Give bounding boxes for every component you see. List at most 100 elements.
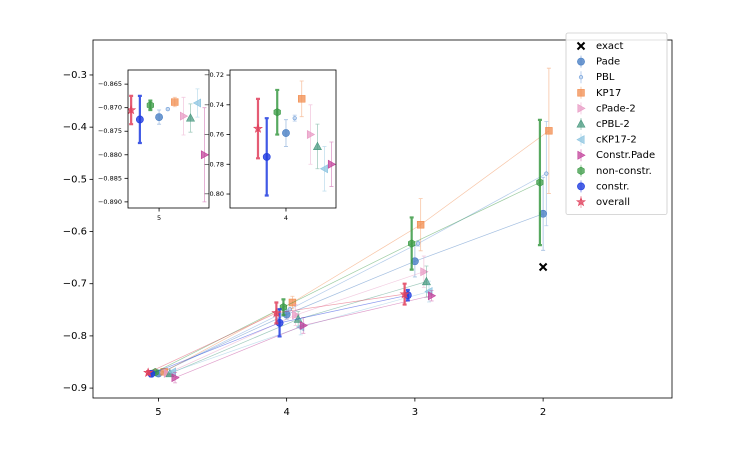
axes-frame xyxy=(127,69,210,209)
marker xyxy=(420,267,429,277)
marker xyxy=(146,101,154,110)
y-tick-label: −0.3 xyxy=(63,70,87,81)
y-tick-label: −0.72 xyxy=(204,71,224,79)
marker xyxy=(544,171,549,176)
y-tick-label: −0.5 xyxy=(63,174,87,185)
marker xyxy=(155,113,163,121)
x-tick-label: 4 xyxy=(284,214,288,222)
plot-area xyxy=(230,70,336,208)
y-tick-label: −0.8 xyxy=(63,331,87,342)
marker xyxy=(262,152,271,161)
legend-marker xyxy=(577,57,585,66)
y-tick-label: −0.890 xyxy=(98,198,122,206)
legend-item: KP17 xyxy=(577,86,621,99)
x-tick-label: 3 xyxy=(412,407,418,418)
legend-item: Constr.Pade xyxy=(577,149,655,162)
marker xyxy=(408,239,416,248)
y-tick-label: −0.7 xyxy=(63,279,87,290)
y-tick-label: −0.875 xyxy=(98,127,122,135)
marker xyxy=(538,262,548,272)
marker xyxy=(298,95,306,103)
legend-marker xyxy=(578,75,584,80)
plot-content xyxy=(128,88,209,203)
marker xyxy=(536,178,544,187)
error-bar xyxy=(679,65,683,95)
marker xyxy=(299,320,308,330)
marker xyxy=(416,221,425,229)
marker xyxy=(428,291,437,301)
y-tick-label: −0.6 xyxy=(63,227,87,238)
marker xyxy=(192,98,201,108)
legend-marker xyxy=(577,182,585,191)
legend-label: Constr.Pade xyxy=(596,150,655,161)
y-tick-label: −0.76 xyxy=(204,131,224,139)
legend-marker xyxy=(577,150,586,160)
series-line xyxy=(164,130,550,373)
legend-label: cKP17-2 xyxy=(596,135,637,146)
legend-item: cPade-2 xyxy=(577,102,636,115)
y-tick-label: −0.865 xyxy=(98,80,122,88)
error-bar xyxy=(672,38,676,97)
marker xyxy=(545,127,553,135)
marker xyxy=(312,141,322,150)
marker xyxy=(171,373,180,383)
plot-content xyxy=(143,67,553,384)
legend-label: non-constr. xyxy=(596,166,652,177)
marker xyxy=(135,115,144,124)
error-bar xyxy=(625,0,629,5)
marker xyxy=(200,150,209,160)
marker xyxy=(282,129,290,137)
y-tick-label: −0.80 xyxy=(204,190,224,198)
marker xyxy=(306,130,316,140)
legend-item: cKP17-2 xyxy=(576,133,637,146)
plot-content xyxy=(252,0,685,197)
legend-label: Pade xyxy=(596,57,620,68)
legend-marker xyxy=(576,41,586,51)
axes-frame xyxy=(92,39,673,399)
legend-item: Pade xyxy=(577,55,620,68)
x-tick-label: 5 xyxy=(155,407,161,418)
legend-label: cPade-2 xyxy=(596,103,636,114)
marker xyxy=(252,123,264,133)
marker xyxy=(319,164,328,174)
legend-label: exact xyxy=(596,41,624,52)
legend-label: cPBL-2 xyxy=(596,119,630,130)
error-bar xyxy=(634,0,638,26)
marker xyxy=(180,111,189,121)
x-tick-label: 4 xyxy=(283,407,289,418)
x-tick-label: 5 xyxy=(157,214,161,222)
legend-box xyxy=(565,32,668,216)
marker xyxy=(171,98,179,106)
marker xyxy=(292,310,301,320)
marker xyxy=(292,116,297,121)
legend-marker xyxy=(575,196,587,207)
axes-frame xyxy=(229,69,337,209)
y-tick-label: −0.4 xyxy=(63,122,87,133)
marker xyxy=(678,76,685,84)
y-tick-label: −0.885 xyxy=(98,174,122,182)
marker xyxy=(165,106,170,112)
legend-item: constr. xyxy=(577,180,629,193)
legend-marker xyxy=(576,119,586,128)
legend-label: KP17 xyxy=(596,88,621,99)
y-tick-label: −0.870 xyxy=(98,104,122,112)
marker xyxy=(279,303,288,312)
legend-marker xyxy=(577,166,585,175)
marker xyxy=(128,104,137,115)
y-tick-label: −0.880 xyxy=(98,151,122,159)
marker xyxy=(399,288,410,299)
marker xyxy=(327,159,336,169)
legend-marker xyxy=(577,103,586,113)
y-tick-label: −0.78 xyxy=(204,160,224,168)
legend-item: cPBL-2 xyxy=(576,118,630,130)
marker xyxy=(185,113,196,122)
marker xyxy=(273,108,281,117)
y-tick-label: −0.74 xyxy=(204,101,224,109)
marker xyxy=(415,241,421,246)
legend-item: overall xyxy=(575,196,630,208)
legend-marker xyxy=(577,89,585,97)
legend-item: non-constr. xyxy=(577,164,652,177)
series-line xyxy=(161,173,547,373)
marker xyxy=(143,367,154,377)
